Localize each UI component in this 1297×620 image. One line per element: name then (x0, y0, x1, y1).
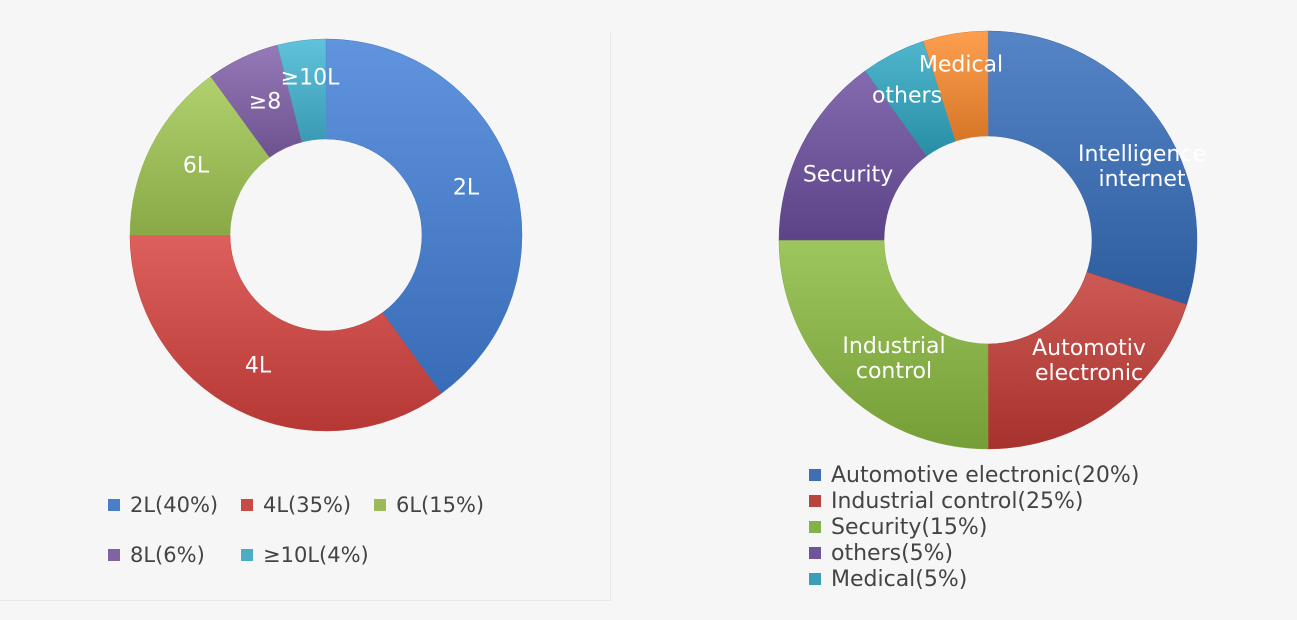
legend-swatch (809, 521, 821, 533)
right-legend-item: Industrial control(25%) (809, 488, 1139, 514)
left-slice-label: 2L (452, 175, 480, 201)
right-slice-label: Industrial control (842, 334, 946, 384)
right-slice-label: Intelligence internet (1077, 142, 1207, 192)
left-chart-panel (0, 32, 611, 601)
legend-swatch (809, 469, 821, 481)
right-slice-security (778, 70, 928, 241)
legend-label: 6L(15%) (396, 493, 485, 517)
left-legend-item: ≥10L(4%) (241, 543, 369, 567)
legend-label: 2L(40%) (130, 493, 219, 517)
right-legend-item: others(5%) (809, 540, 1139, 566)
left-slice-label: ≥8 (248, 89, 282, 115)
right-slice-industrial-control (778, 239, 989, 450)
legend-swatch (241, 499, 253, 511)
right-slice-automotiv-electronic (987, 271, 1188, 450)
right-slice-label: Security (802, 162, 894, 188)
left-slice-label: ≥10L (280, 65, 340, 91)
left-slice-4l (129, 234, 442, 432)
right-legend-item: Automotive electronic(20%) (809, 462, 1139, 488)
left-slice-label: 4L (244, 353, 272, 379)
left-legend-item: 6L(15%) (374, 493, 484, 517)
legend-swatch (809, 495, 821, 507)
left-legend-item: 8L(6%) (108, 543, 205, 567)
right-slice-label: others (871, 83, 943, 109)
right-legend-item: Medical(5%) (809, 566, 1139, 592)
legend-label: 8L(6%) (130, 543, 205, 567)
right-slice-label: Automotiv electronic (1032, 336, 1146, 386)
legend-label: 4L(35%) (263, 493, 352, 517)
right-slice-label: Medical (918, 52, 1004, 78)
legend-label: Industrial control(25%) (831, 488, 1084, 514)
right-legend-item: Security(15%) (809, 514, 1139, 540)
legend-label: others(5%) (831, 540, 954, 566)
right-slice-medical (923, 30, 989, 142)
legend-swatch (241, 549, 253, 561)
legend-swatch (108, 549, 120, 561)
legend-label: Medical(5%) (831, 566, 968, 592)
left-legend-item: 4L(35%) (241, 493, 351, 517)
legend-swatch (374, 499, 386, 511)
legend-swatch (809, 573, 821, 585)
left-slice-label: 6L (182, 153, 210, 179)
legend-swatch (809, 547, 821, 559)
right-slice-intelligence-internet (987, 30, 1198, 305)
legend-label: ≥10L(4%) (263, 543, 369, 567)
legend-label: Security(15%) (831, 514, 988, 540)
legend-label: Automotive electronic(20%) (831, 462, 1140, 488)
left-slice-10l (276, 38, 327, 143)
legend-swatch (108, 499, 120, 511)
left-slice-2l (325, 38, 523, 394)
right-legend: Automotive electronic(20%) Industrial co… (809, 462, 1139, 592)
left-legend-item: 2L(40%) (108, 493, 218, 517)
